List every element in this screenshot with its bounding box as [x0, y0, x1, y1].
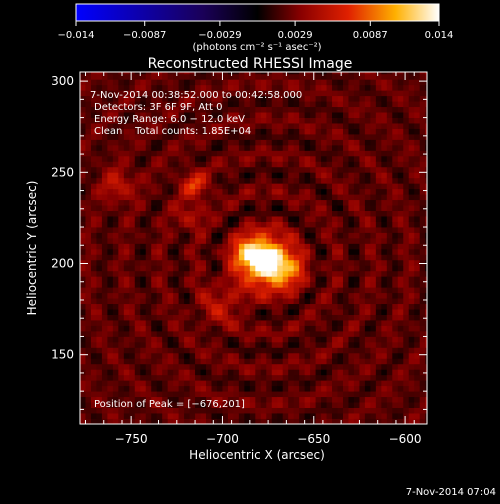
- axis-ticks: −750 −700 −650 −600 150 200 250 300: [51, 72, 427, 446]
- colorbar-tick-label: −0.0087: [123, 30, 166, 41]
- x-tick-label: −600: [389, 432, 422, 446]
- colorbar-tick-label: 0.014: [425, 30, 454, 41]
- colorbar-frame: [75, 3, 440, 22]
- x-axis-label: Heliocentric X (arcsec): [189, 448, 325, 462]
- info-detectors: Detectors: 3F 6F 9F, Att 0: [94, 102, 222, 113]
- peak-position-label: Position of Peak = [−676,201]: [94, 399, 245, 410]
- colorbar-unit-label: (photons cm⁻² s⁻¹ asec⁻²): [192, 42, 321, 53]
- y-axis-label: Heliocentric Y (arcsec): [25, 181, 39, 316]
- colorbar-tick-label: −0.0029: [198, 30, 241, 41]
- y-tick-label: 200: [51, 257, 74, 271]
- plot-frame: [79, 71, 428, 425]
- y-tick-label: 150: [51, 348, 74, 362]
- colorbar-ticks: −0.014 −0.0087 −0.0029 0.0029 0.0087 0.014: [57, 21, 453, 41]
- heatmap-image: [80, 72, 427, 424]
- colorbar-tick-label: 0.0087: [353, 30, 388, 41]
- colorbar-tick-label: −0.014: [57, 30, 94, 41]
- info-clean-counts: Clean Total counts: 1.85E+04: [94, 126, 251, 137]
- x-tick-label: −750: [115, 432, 148, 446]
- colorbar-tick-label: 0.0029: [278, 30, 313, 41]
- x-tick-label: −650: [297, 432, 330, 446]
- chart-title: Reconstructed RHESSI Image: [148, 56, 353, 72]
- image-plot-area: −750 −700 −650 −600 150 200 250 300: [51, 71, 428, 446]
- info-block: 7-Nov-2014 00:38:52.000 to 00:42:58.000 …: [90, 90, 302, 410]
- timestamp: 7-Nov-2014 07:04: [405, 487, 496, 498]
- colorbar-gradient: [76, 4, 439, 21]
- x-tick-label: −700: [206, 432, 239, 446]
- info-time-range: 7-Nov-2014 00:38:52.000 to 00:42:58.000: [90, 90, 302, 101]
- info-energy-range: Energy Range: 6.0 − 12.0 keV: [94, 114, 245, 125]
- y-tick-label: 300: [51, 74, 74, 88]
- colorbar: −0.014 −0.0087 −0.0029 0.0029 0.0087 0.014 (p…: [57, 3, 453, 53]
- y-tick-label: 250: [51, 165, 74, 179]
